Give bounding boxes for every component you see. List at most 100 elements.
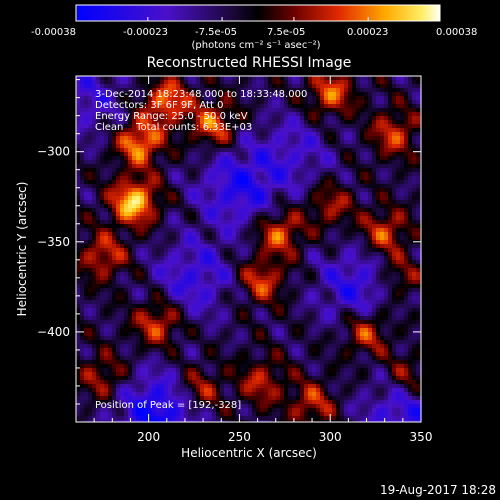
heatmap-cell	[200, 120, 204, 124]
heatmap-cell	[412, 272, 416, 276]
heatmap-cell	[228, 240, 232, 244]
heatmap-cell	[284, 128, 288, 132]
heatmap-cell	[416, 300, 420, 304]
heatmap-cell	[212, 136, 216, 140]
heatmap-cell	[288, 176, 292, 180]
heatmap-cell	[308, 236, 312, 240]
heatmap-cell	[188, 200, 192, 204]
heatmap-cell	[328, 148, 332, 152]
heatmap-cell	[228, 168, 232, 172]
heatmap-cell	[104, 280, 108, 284]
heatmap-cell	[84, 304, 88, 308]
heatmap-cell	[100, 88, 104, 92]
heatmap-cell	[380, 196, 384, 200]
heatmap-cell	[368, 280, 372, 284]
heatmap-cell	[152, 112, 156, 116]
heatmap-cell	[300, 172, 304, 176]
heatmap-cell	[108, 220, 112, 224]
heatmap-cell	[264, 244, 268, 248]
heatmap-cell	[212, 268, 216, 272]
heatmap-cell	[80, 188, 84, 192]
heatmap-cell	[140, 196, 144, 200]
heatmap-cell	[292, 208, 296, 212]
heatmap-cell	[208, 220, 212, 224]
heatmap-cell	[372, 296, 376, 300]
heatmap-cell	[320, 112, 324, 116]
heatmap-cell	[340, 292, 344, 296]
heatmap-cell	[324, 216, 328, 220]
heatmap-cell	[168, 284, 172, 288]
heatmap-cell	[356, 152, 360, 156]
heatmap-cell	[140, 252, 144, 256]
heatmap-cell	[360, 160, 364, 164]
heatmap-cell	[324, 92, 328, 96]
heatmap-cell	[148, 228, 152, 232]
heatmap-cell	[380, 280, 384, 284]
heatmap-cell	[140, 276, 144, 280]
heatmap-cell	[128, 288, 132, 292]
heatmap-cell	[380, 180, 384, 184]
heatmap-cell	[304, 196, 308, 200]
heatmap-cell	[140, 76, 144, 80]
heatmap-cell	[128, 132, 132, 136]
heatmap-cell	[232, 172, 236, 176]
heatmap-cell	[144, 228, 148, 232]
heatmap-cell	[404, 112, 408, 116]
heatmap-cell	[332, 76, 336, 80]
heatmap-cell	[308, 272, 312, 276]
heatmap-cell	[136, 88, 140, 92]
heatmap-cell	[224, 80, 228, 84]
heatmap-cell	[224, 224, 228, 228]
heatmap-cell	[412, 88, 416, 92]
heatmap-cell	[320, 260, 324, 264]
heatmap-cell	[324, 96, 328, 100]
heatmap-cell	[228, 152, 232, 156]
heatmap-cell	[316, 296, 320, 300]
heatmap-cell	[136, 232, 140, 236]
heatmap-cell	[208, 196, 212, 200]
heatmap-cell	[176, 172, 180, 176]
heatmap-cell	[108, 280, 112, 284]
heatmap-cell	[280, 292, 284, 296]
heatmap-cell	[128, 88, 132, 92]
heatmap-cell	[212, 280, 216, 284]
heatmap-cell	[256, 232, 260, 236]
heatmap-cell	[408, 204, 412, 208]
heatmap-cell	[280, 148, 284, 152]
heatmap-cell	[128, 292, 132, 296]
heatmap-cell	[412, 224, 416, 228]
heatmap-cell	[180, 96, 184, 100]
heatmap-cell	[216, 300, 220, 304]
heatmap-cell	[376, 236, 380, 240]
heatmap-cell	[408, 160, 412, 164]
heatmap-cell	[148, 152, 152, 156]
heatmap-cell	[144, 204, 148, 208]
heatmap-cell	[124, 280, 128, 284]
heatmap-cell	[80, 160, 84, 164]
heatmap-cell	[376, 248, 380, 252]
heatmap-cell	[288, 232, 292, 236]
heatmap-cell	[376, 148, 380, 152]
heatmap-cell	[248, 164, 252, 168]
heatmap-cell	[116, 232, 120, 236]
heatmap-cell	[292, 140, 296, 144]
heatmap-cell	[304, 116, 308, 120]
heatmap-cell	[316, 116, 320, 120]
heatmap-cell	[120, 268, 124, 272]
heatmap-cell	[112, 156, 116, 160]
heatmap-cell	[168, 260, 172, 264]
heatmap-cell	[268, 76, 272, 80]
heatmap-cell	[92, 300, 96, 304]
heatmap-cell	[272, 184, 276, 188]
heatmap-cell	[320, 248, 324, 252]
heatmap-cell	[408, 276, 412, 280]
heatmap-cell	[172, 148, 176, 152]
heatmap-cell	[140, 192, 144, 196]
heatmap-cell	[380, 272, 384, 276]
heatmap-cell	[264, 120, 268, 124]
heatmap-cell	[108, 192, 112, 196]
heatmap-cell	[196, 236, 200, 240]
heatmap-cell	[200, 84, 204, 88]
heatmap-cell	[140, 240, 144, 244]
heatmap-cell	[380, 276, 384, 280]
